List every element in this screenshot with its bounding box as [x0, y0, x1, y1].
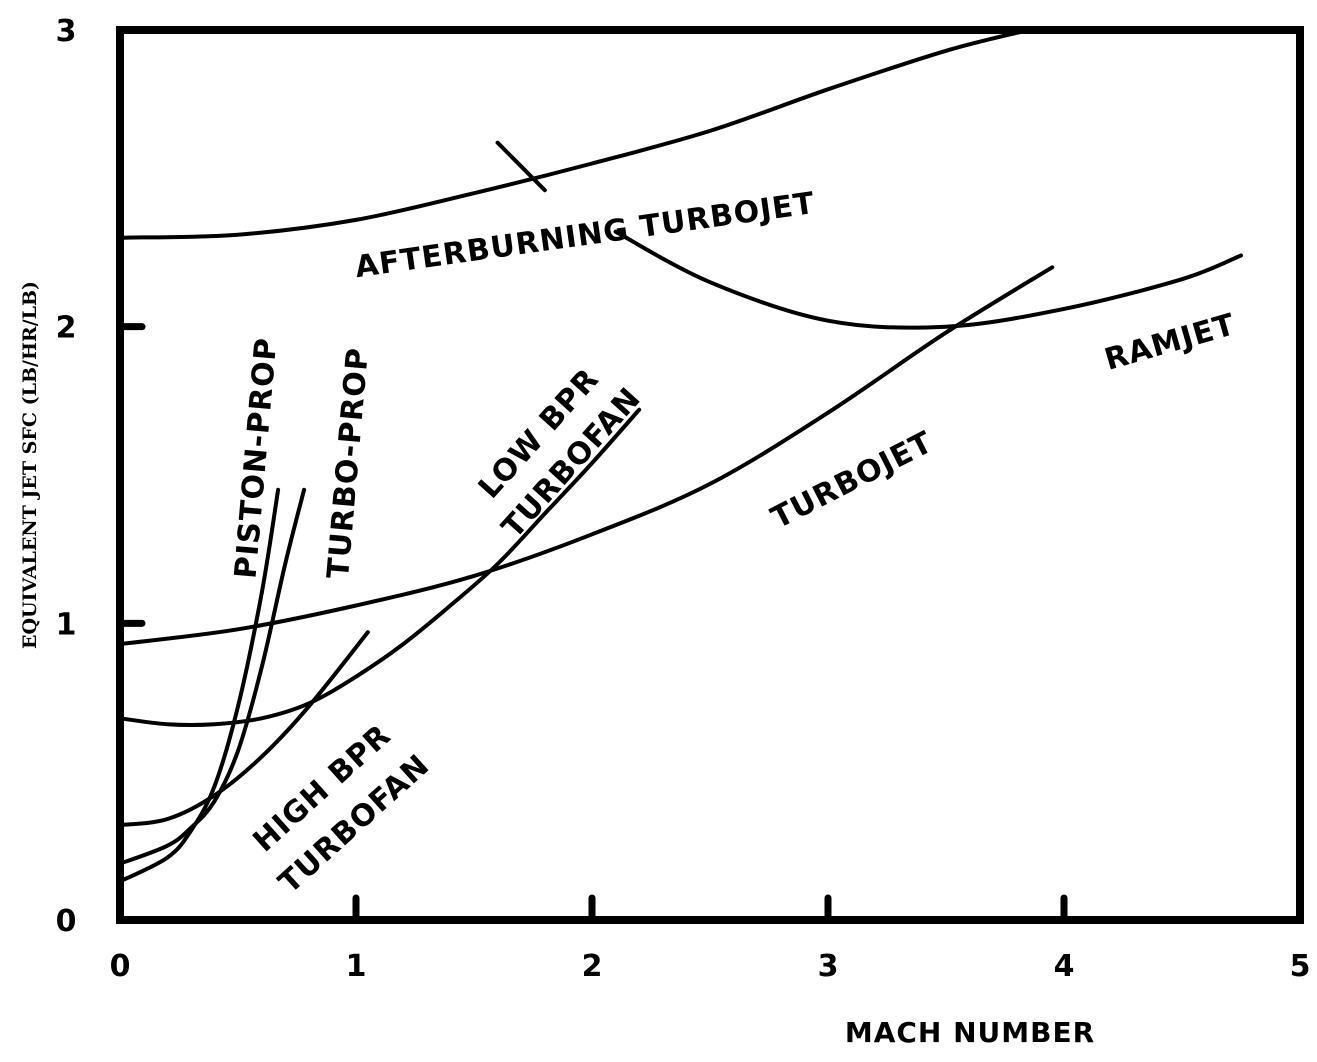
y-tick-label-1: 1 — [56, 607, 77, 642]
x-axis-title: MACH NUMBER — [845, 1016, 1095, 1049]
series-line-low-bpr-turbofan-4 — [118, 407, 642, 727]
plot-frame — [116, 26, 1304, 924]
series-line-turbo-prop-7 — [118, 487, 307, 866]
series-line-turbojet-3 — [118, 265, 1055, 647]
series-label-piston-prop: PISTON-PROP — [229, 336, 285, 580]
series-label-line: PISTON-PROP — [229, 336, 285, 580]
series-label-turbo-prop: TURBO-PROP — [321, 346, 376, 580]
x-tick-label-4: 4 — [1054, 949, 1075, 984]
series-label-afterburning-turbojet: AFTERBURNING TURBOJET — [353, 186, 817, 285]
series-label-line: AFTERBURNING TURBOJET — [353, 186, 817, 285]
series-label-turbojet: TURBOJET — [766, 425, 939, 536]
series-label-line: TURBOJET — [766, 425, 939, 536]
y-tick-label-2: 2 — [56, 311, 77, 346]
series-line-piston-prop-6 — [118, 487, 281, 884]
tick-labels: 0 1 2 3 4 5 0 1 2 3 — [56, 14, 1311, 984]
y-tick-label-0: 0 — [56, 904, 77, 939]
series-curves — [118, 28, 1243, 884]
series-label-ramjet: RAMJET — [1101, 307, 1240, 378]
x-tick-label-1: 1 — [346, 949, 367, 984]
y-axis-title: EQUIVALENT JET SFC (LB/HR/LB) — [19, 281, 41, 649]
y-tick-label-3: 3 — [56, 14, 77, 49]
series-label-line: RAMJET — [1101, 307, 1240, 378]
series-line-afterburning-turbojet-0 — [118, 28, 1031, 240]
x-tick-label-0: 0 — [110, 949, 131, 984]
series-line-ramjet-2 — [613, 229, 1243, 330]
series-label-line: TURBO-PROP — [321, 346, 376, 580]
series-line-high-bpr-turbofan-5 — [118, 630, 370, 828]
axis-ticks — [116, 323, 1068, 924]
series-line-ramjet-1 — [495, 140, 547, 193]
x-tick-label-2: 2 — [582, 949, 603, 984]
x-tick-label-5: 5 — [1290, 949, 1311, 984]
x-tick-label-3: 3 — [818, 949, 839, 984]
